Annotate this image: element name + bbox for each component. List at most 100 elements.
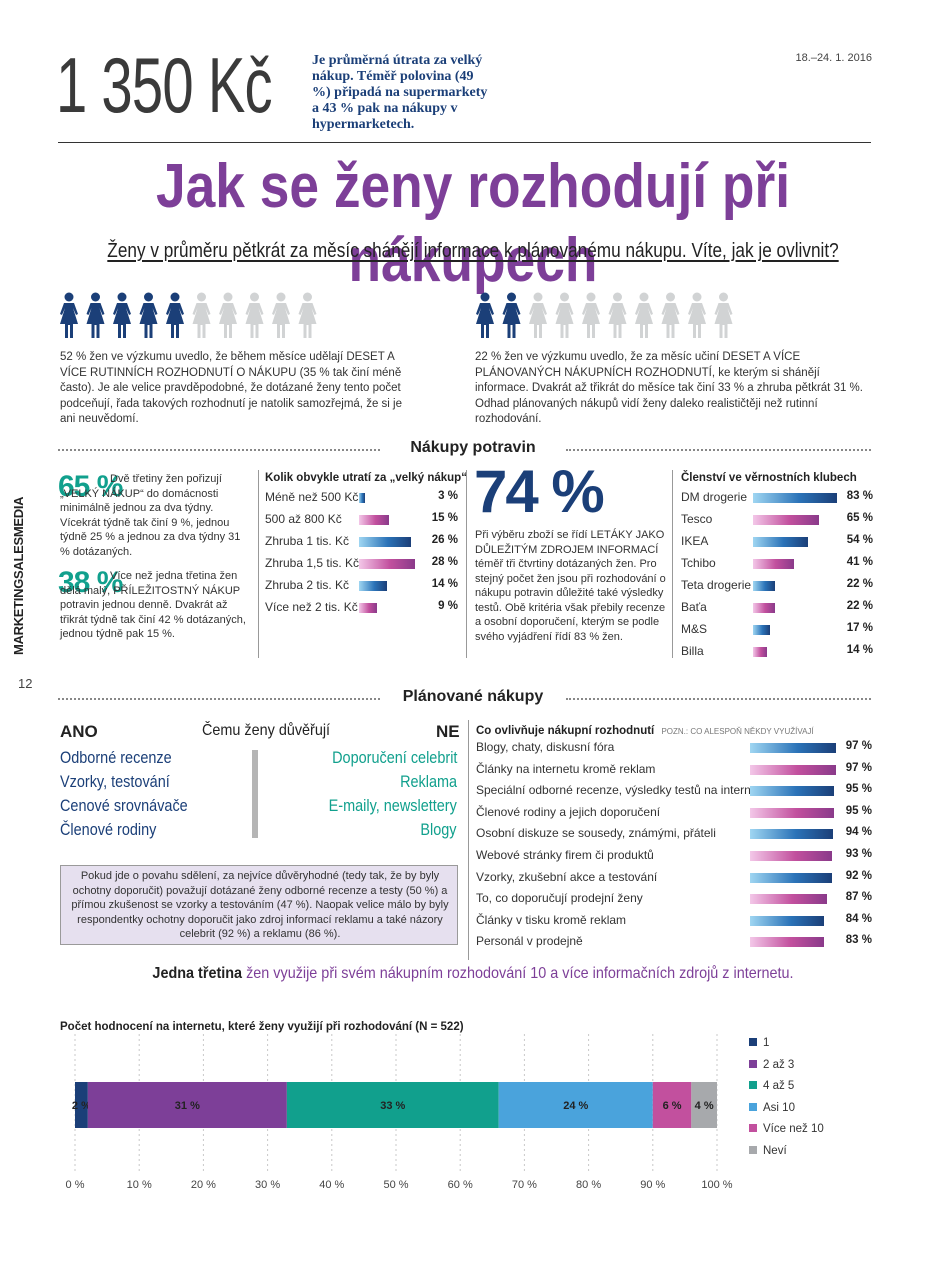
trust-no-3: E-maily, newslettery [328,796,457,815]
big-number: 1 350 Kč [56,41,273,129]
bar-label: Zhruba 1,5 tis. Kč [265,556,360,570]
bar [359,559,415,569]
woman-icon-filled [139,292,158,338]
bar-value-label: 28 % [431,556,458,568]
stack-segment [691,1082,717,1128]
bar-label: Články na internetu kromě reklam [476,761,656,776]
bar [753,603,776,613]
legend-item: 2 až 3 [749,1059,794,1071]
segment-value-label: 4 % [695,1100,714,1112]
woman-icon-filled [86,292,105,338]
stat-38-text: Více než jedna třetina žen dělá malý, PŘ… [60,570,246,640]
chart-clubs-title: Členství ve věrnostních klubech [681,472,857,484]
bar-label: Tesco [681,512,713,526]
chart-influence-title-text: Co ovlivňuje nákupní rozhodnutí [476,725,655,737]
legend-swatch [749,1038,757,1046]
bar-value-label: 83 % [846,490,873,502]
segment-value-label: 6 % [663,1100,682,1112]
bar-label: Méně než 500 Kč [265,490,359,504]
bar-value-label: 93 % [845,848,872,860]
chart-reviews: 0 % 10 % 20 % 30 % 40 % 50 % 60 % 70 % 80 % 90 % 1… [66,1034,733,1191]
bar [359,603,377,613]
women-figures-right [474,292,739,342]
stack-segment [75,1082,88,1128]
highlight-line: Jedna třetina žen využije při svém nákup… [47,965,898,983]
bar-value-label: 26 % [431,534,458,546]
bar-label: Webové stránky firem či produktů [476,848,654,862]
bar [359,537,411,547]
divider-v1 [258,470,259,658]
page-title: Jak se ženy rozhodují při nákupech [155,152,791,295]
figures-right-text: 22 % žen ve výzkumu uvedlo, že za měsíc … [475,350,875,428]
page-subtitle: Ženy v průměru pětkrát za měsíc shánějí … [107,240,839,262]
bar-value-label: 95 % [845,804,872,817]
bar [750,764,836,775]
bar-label: Členové rodiny a jejich doporučení [476,804,661,819]
bar-label: Tchibo [681,556,716,570]
woman-icon-empty [298,292,317,338]
legend-item: Více než 10 [749,1123,824,1135]
bar-label: Baťa [681,600,707,614]
section-title-food: Nákupy potravin [410,439,536,456]
divider-v2 [466,470,467,658]
brand-vertical: MARKETINGSALESMEDIA [11,496,26,655]
trust-yes-label: ANO [60,722,98,741]
stack-segment [286,1082,499,1128]
bar-label: To, co doporučují prodejní ženy [476,891,643,906]
divider-v4 [468,720,469,960]
stack-segment [87,1082,287,1128]
segment-value-label: 33 % [380,1100,405,1112]
legend-swatch [749,1081,757,1090]
legend-swatch [749,1124,757,1133]
x-tick-label: 100 % [701,1179,732,1191]
woman-icon-empty [272,292,290,338]
bar-value-label: 94 % [845,826,872,839]
woman-icon-filled [60,292,78,338]
woman-icon-filled [166,292,184,338]
bar [750,872,832,883]
bar-value-label: 92 % [845,869,872,882]
bar [750,851,833,861]
trust-no-4: Blogy [420,820,457,839]
trust-yes-3: Cenové srovnávače [60,796,188,815]
stack-segment [652,1082,692,1128]
stat-65-value: 65 % [58,470,123,503]
bar-label: Personál v prodejně [476,934,583,949]
legend-label: Neví [763,1145,787,1157]
x-tick-label: 40 % [319,1179,344,1191]
legend-label: Asi 10 [763,1101,795,1114]
bar-label: Zhruba 2 tis. Kč [265,578,350,592]
bar-value-label: 15 % [431,512,458,524]
x-tick-label: 50 % [383,1179,408,1191]
bar-value-label: 84 % [845,912,872,925]
header-rule [58,142,871,143]
section-title-planned: Plánované nákupy [402,688,544,705]
bar [753,559,795,569]
chart-clubs: DM drogerie 83 % Tesco 65 % IKEA 54 % Tchibo 41… [681,490,873,660]
bar-label: Billa [681,644,704,658]
x-tick-label: 60 % [448,1179,473,1191]
page-number: 12 [18,676,33,691]
trust-yes-4: Členové rodiny [60,820,157,839]
stat-38-value: 38 % [58,566,123,599]
section-divider-left [58,449,380,451]
stat-74-text: Při výběru zboží se řídí LETÁKY JAKO DŮL… [475,529,666,643]
woman-icon-empty [192,292,211,338]
woman-icon-empty [635,292,653,338]
legend-label: 2 až 3 [763,1058,795,1071]
divider-v3 [672,470,673,658]
trust-no-label: NE [436,722,460,741]
bar [359,515,389,525]
bar-value-label: 83 % [845,934,872,947]
legend-label: 4 až 5 [763,1080,795,1093]
bar [750,937,824,948]
bar-label: Vzorky, zkušební akce a testování [476,869,658,884]
highlight-bold: Jedna třetina [152,965,243,982]
bar [750,894,828,905]
woman-icon-empty [714,292,733,338]
bar [753,647,768,657]
bar-value-label: 22 % [846,578,873,590]
x-tick-label: 70 % [512,1179,537,1191]
bar-value-label: 22 % [846,600,873,612]
woman-icon-empty [608,292,627,338]
